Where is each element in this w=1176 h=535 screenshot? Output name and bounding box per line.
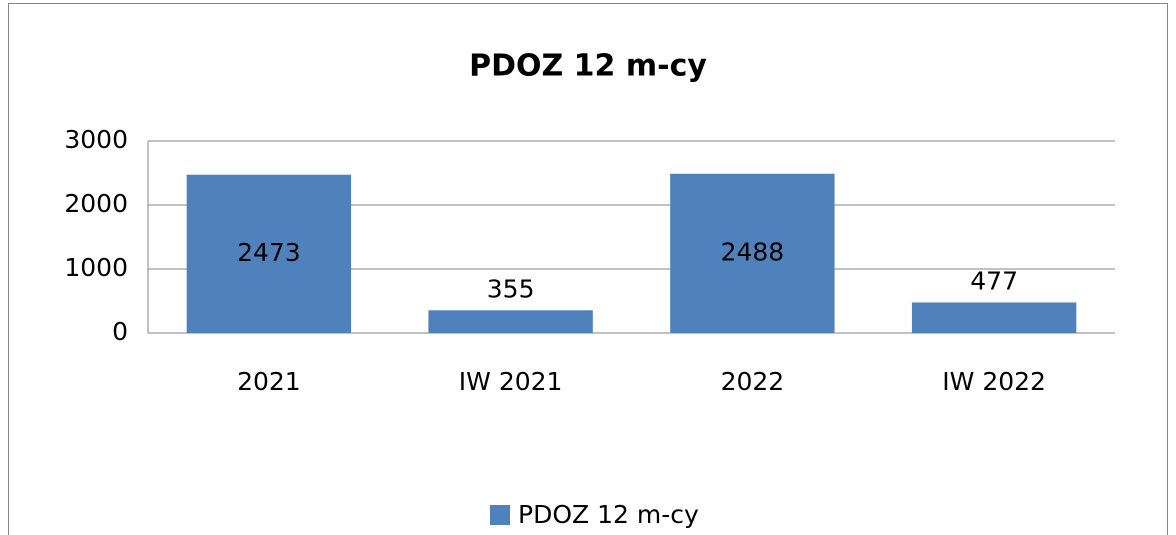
y-tick-label: 0 [112, 317, 128, 346]
y-tick-label: 2000 [64, 189, 128, 218]
bar [911, 302, 1077, 333]
bar [428, 310, 593, 333]
x-tick-label: IW 2022 [942, 367, 1046, 396]
x-tick-label: 2022 [721, 367, 785, 396]
y-tick-label: 3000 [64, 125, 128, 154]
bar [670, 173, 835, 333]
data-label: 477 [970, 266, 1018, 295]
legend-swatch [490, 505, 510, 525]
legend-label: PDOZ 12 m-cy [518, 500, 699, 529]
chart-title: PDOZ 12 m-cy [469, 49, 707, 84]
data-label: 2488 [721, 237, 785, 266]
data-label: 355 [487, 274, 535, 303]
bar [186, 174, 352, 333]
y-tick-label: 1000 [64, 253, 128, 282]
x-tick-label: 2021 [237, 367, 301, 396]
data-label: 2473 [237, 238, 301, 267]
x-tick-label: IW 2021 [459, 367, 563, 396]
